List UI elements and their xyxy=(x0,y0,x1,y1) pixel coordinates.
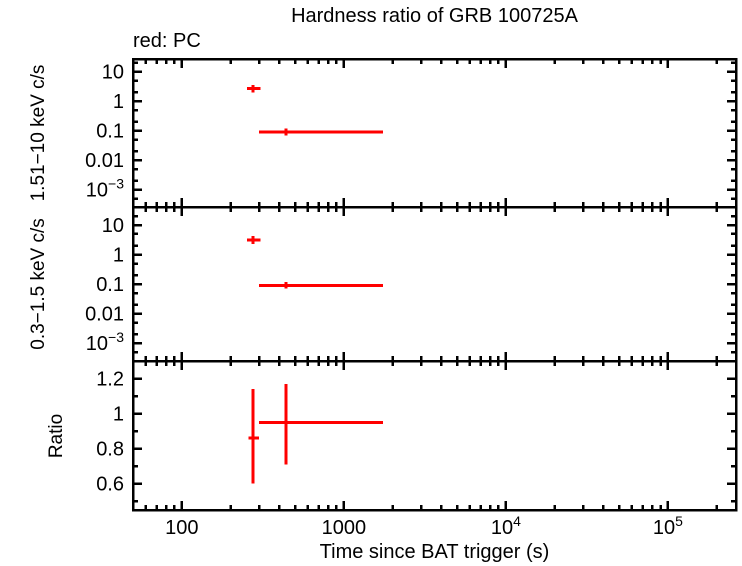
y-tick-label: 0.1 xyxy=(96,274,124,296)
panel-3-data xyxy=(248,383,383,484)
x-tick-label: 105 xyxy=(653,513,683,539)
panel-frame xyxy=(131,359,738,512)
x-axis-title: Time since BAT trigger (s) xyxy=(319,541,550,563)
y-tick-label: 1.2 xyxy=(96,369,124,391)
y-tick-label: 1 xyxy=(113,91,124,113)
panel-1-data xyxy=(246,84,383,136)
x-tick-label: 1000 xyxy=(322,517,367,539)
y-tick-label: 10−3 xyxy=(86,176,124,202)
x-tick-label: 104 xyxy=(491,513,521,539)
panel-2: 10 1 0.1 0.01 10−3 xyxy=(85,205,738,363)
y-tick-label: 0.01 xyxy=(85,150,124,172)
y-axis-title-soft-band: 0.3−1.5 keV c/s xyxy=(28,218,49,350)
y-tick-label: 10 xyxy=(102,215,124,237)
y-axis-title-hard-band: 1.51−10 keV c/s xyxy=(28,64,49,202)
y-tick-label: 1 xyxy=(113,404,124,426)
y-tick-label: 0.1 xyxy=(96,121,124,143)
panel-2-data xyxy=(246,236,383,289)
panel-1: 10 1 0.1 0.01 10−3 xyxy=(85,57,738,209)
y-axis-title-ratio: Ratio xyxy=(46,413,67,459)
chart-title: Hardness ratio of GRB 100725A xyxy=(291,5,578,27)
panel-frame xyxy=(131,205,738,363)
x-tick-label: 100 xyxy=(165,517,198,539)
y-tick-label: 0.01 xyxy=(85,304,124,326)
y-tick-label: 10 xyxy=(102,62,124,84)
y-tick-label: 0.6 xyxy=(96,474,124,496)
x-tick-labels: 100 1000 104 105 xyxy=(165,513,683,539)
panel-frame xyxy=(131,57,738,209)
y-tick-label: 0.8 xyxy=(96,439,124,461)
y-tick-label: 1 xyxy=(113,245,124,267)
legend-mode-label: red: PC xyxy=(133,30,201,52)
panel-3: 1.2 1 0.8 0.6 xyxy=(96,359,738,512)
y-tick-label: 10−3 xyxy=(86,329,124,355)
